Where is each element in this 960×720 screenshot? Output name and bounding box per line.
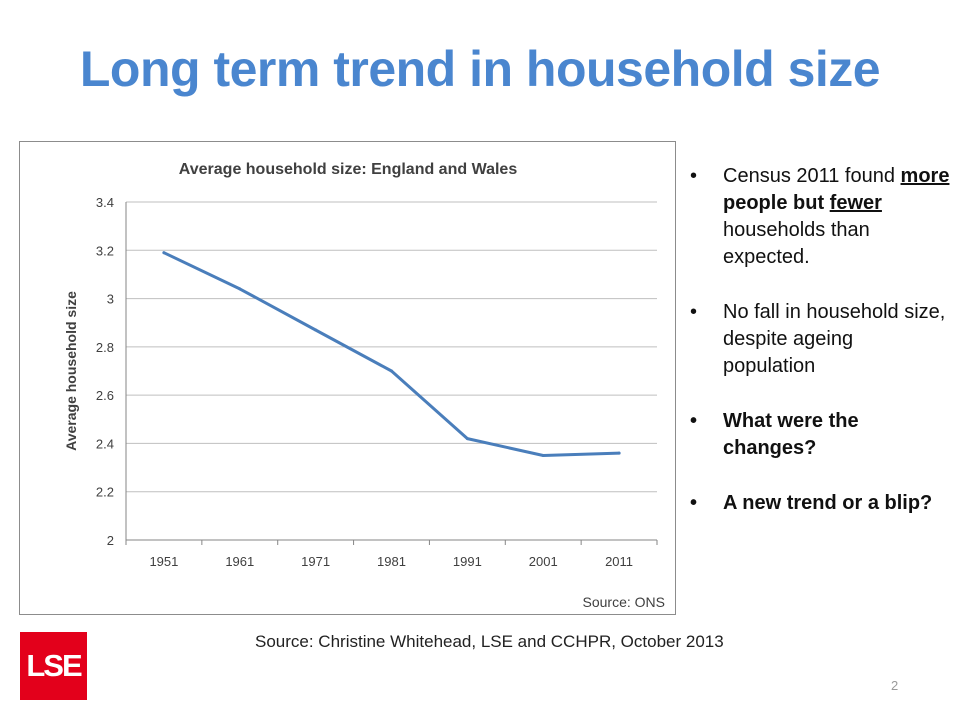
- data-point: [162, 251, 166, 255]
- data-point: [465, 437, 469, 441]
- page-number: 2: [891, 678, 899, 693]
- data-point: [390, 369, 393, 373]
- bullet-dot-icon: •: [690, 165, 698, 187]
- slide-title: Long term trend in household size: [79, 41, 881, 97]
- line-chart: Average household size: England and Wale…: [63, 161, 665, 610]
- chart-source: Source: ONS: [583, 594, 665, 610]
- bullet-text-part: Census 2011 found: [723, 165, 901, 187]
- bullet-no-fall: • No fall in household size, despite age…: [688, 299, 950, 380]
- x-tick-label: 1981: [377, 554, 406, 569]
- bullet-text: A new trend or a blip?: [723, 492, 933, 514]
- y-tick-label: 2.8: [96, 340, 114, 355]
- x-tick-label: 1971: [301, 554, 330, 569]
- y-tick-label: 3.4: [96, 195, 114, 210]
- y-tick-label: 3: [107, 292, 114, 307]
- bullet-text-part: households than expected.: [723, 219, 870, 268]
- lse-logo: LSE: [20, 632, 87, 700]
- y-tick-label: 2: [107, 533, 114, 548]
- bullet-census-2011: • Census 2011 found more people but fewe…: [688, 163, 950, 271]
- bullet-list: • Census 2011 found more people but fewe…: [688, 163, 950, 545]
- chart-container: Average household size: England and Wale…: [19, 141, 676, 615]
- series-line: [162, 251, 621, 457]
- y-tick-label: 2.6: [96, 388, 114, 403]
- y-tick-label: 3.2: [96, 243, 114, 258]
- y-tick-label: 2.2: [96, 485, 114, 500]
- data-point: [314, 328, 318, 332]
- bullet-text: No fall in household size, despite agein…: [723, 301, 946, 377]
- footer-source: Source: Christine Whitehead, LSE and CCH…: [255, 632, 724, 651]
- bullet-emphasis-fewer: fewer: [829, 192, 882, 214]
- y-axis-label: Average household size: [63, 291, 79, 451]
- x-tick-label: 1951: [149, 554, 178, 569]
- bullet-text-part: people but: [723, 192, 830, 214]
- bullet-changes-question: • What were the changes?: [688, 408, 950, 462]
- data-point: [617, 451, 621, 455]
- x-tick-label: 1991: [453, 554, 482, 569]
- bullet-dot-icon: •: [690, 410, 698, 432]
- x-tick-label: 2011: [605, 554, 633, 569]
- bullet-dot-icon: •: [690, 492, 698, 514]
- chart-title: Average household size: England and Wale…: [179, 161, 518, 178]
- data-point: [541, 454, 545, 457]
- data-point: [238, 287, 242, 291]
- y-tick-label: 2.4: [96, 436, 114, 451]
- bullet-text: What were the changes?: [723, 410, 859, 459]
- x-tick-label: 1961: [225, 554, 254, 569]
- bullet-dot-icon: •: [690, 301, 698, 323]
- bullet-emphasis-more: more: [900, 165, 950, 187]
- x-tick-label: 2001: [529, 554, 558, 569]
- bullet-trend-question: • A new trend or a blip?: [688, 490, 950, 517]
